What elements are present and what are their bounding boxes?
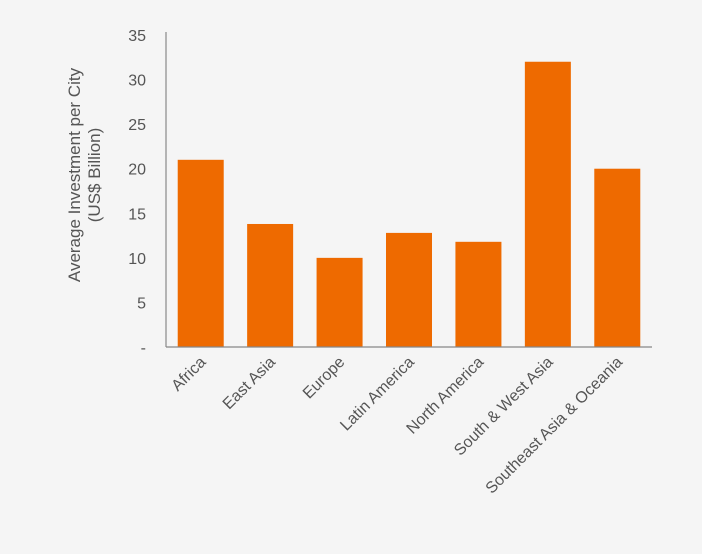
y-axis-ticks: - 5 10 15 20 25 30 35 (128, 28, 146, 357)
bar-southeast-asia-oceania (594, 168, 641, 347)
y-tick-label-1: 5 (137, 295, 146, 312)
y-tick-label-0: - (141, 340, 146, 357)
y-tick-label-2: 10 (128, 251, 146, 268)
bar-europe (316, 257, 363, 347)
y-tick-label-6: 30 (128, 73, 146, 90)
y-tick-label-4: 20 (128, 162, 146, 179)
bars (177, 61, 641, 347)
bar-east-asia (247, 223, 294, 347)
x-tick-label-southeast-asia-oceania: Southeast Asia & Oceania (483, 354, 627, 498)
bar-south-west-asia (524, 61, 571, 347)
y-tick-label-7: 35 (128, 28, 146, 45)
y-axis-title: Average Investment per City (US$ Billion… (65, 67, 104, 282)
y-axis-title-line-1: Average Investment per City (65, 67, 84, 282)
bar-north-america (455, 241, 502, 347)
y-tick-label-3: 15 (128, 206, 146, 223)
x-tick-label-africa: Africa (169, 354, 210, 395)
y-axis-title-line-2: (US$ Billion) (85, 128, 104, 222)
bar-latin-america (386, 232, 432, 347)
y-tick-label-5: 25 (128, 117, 146, 134)
bar-africa (177, 159, 224, 347)
x-tick-label-europe: Europe (300, 354, 349, 403)
x-tick-label-east-asia: East Asia (220, 354, 279, 413)
